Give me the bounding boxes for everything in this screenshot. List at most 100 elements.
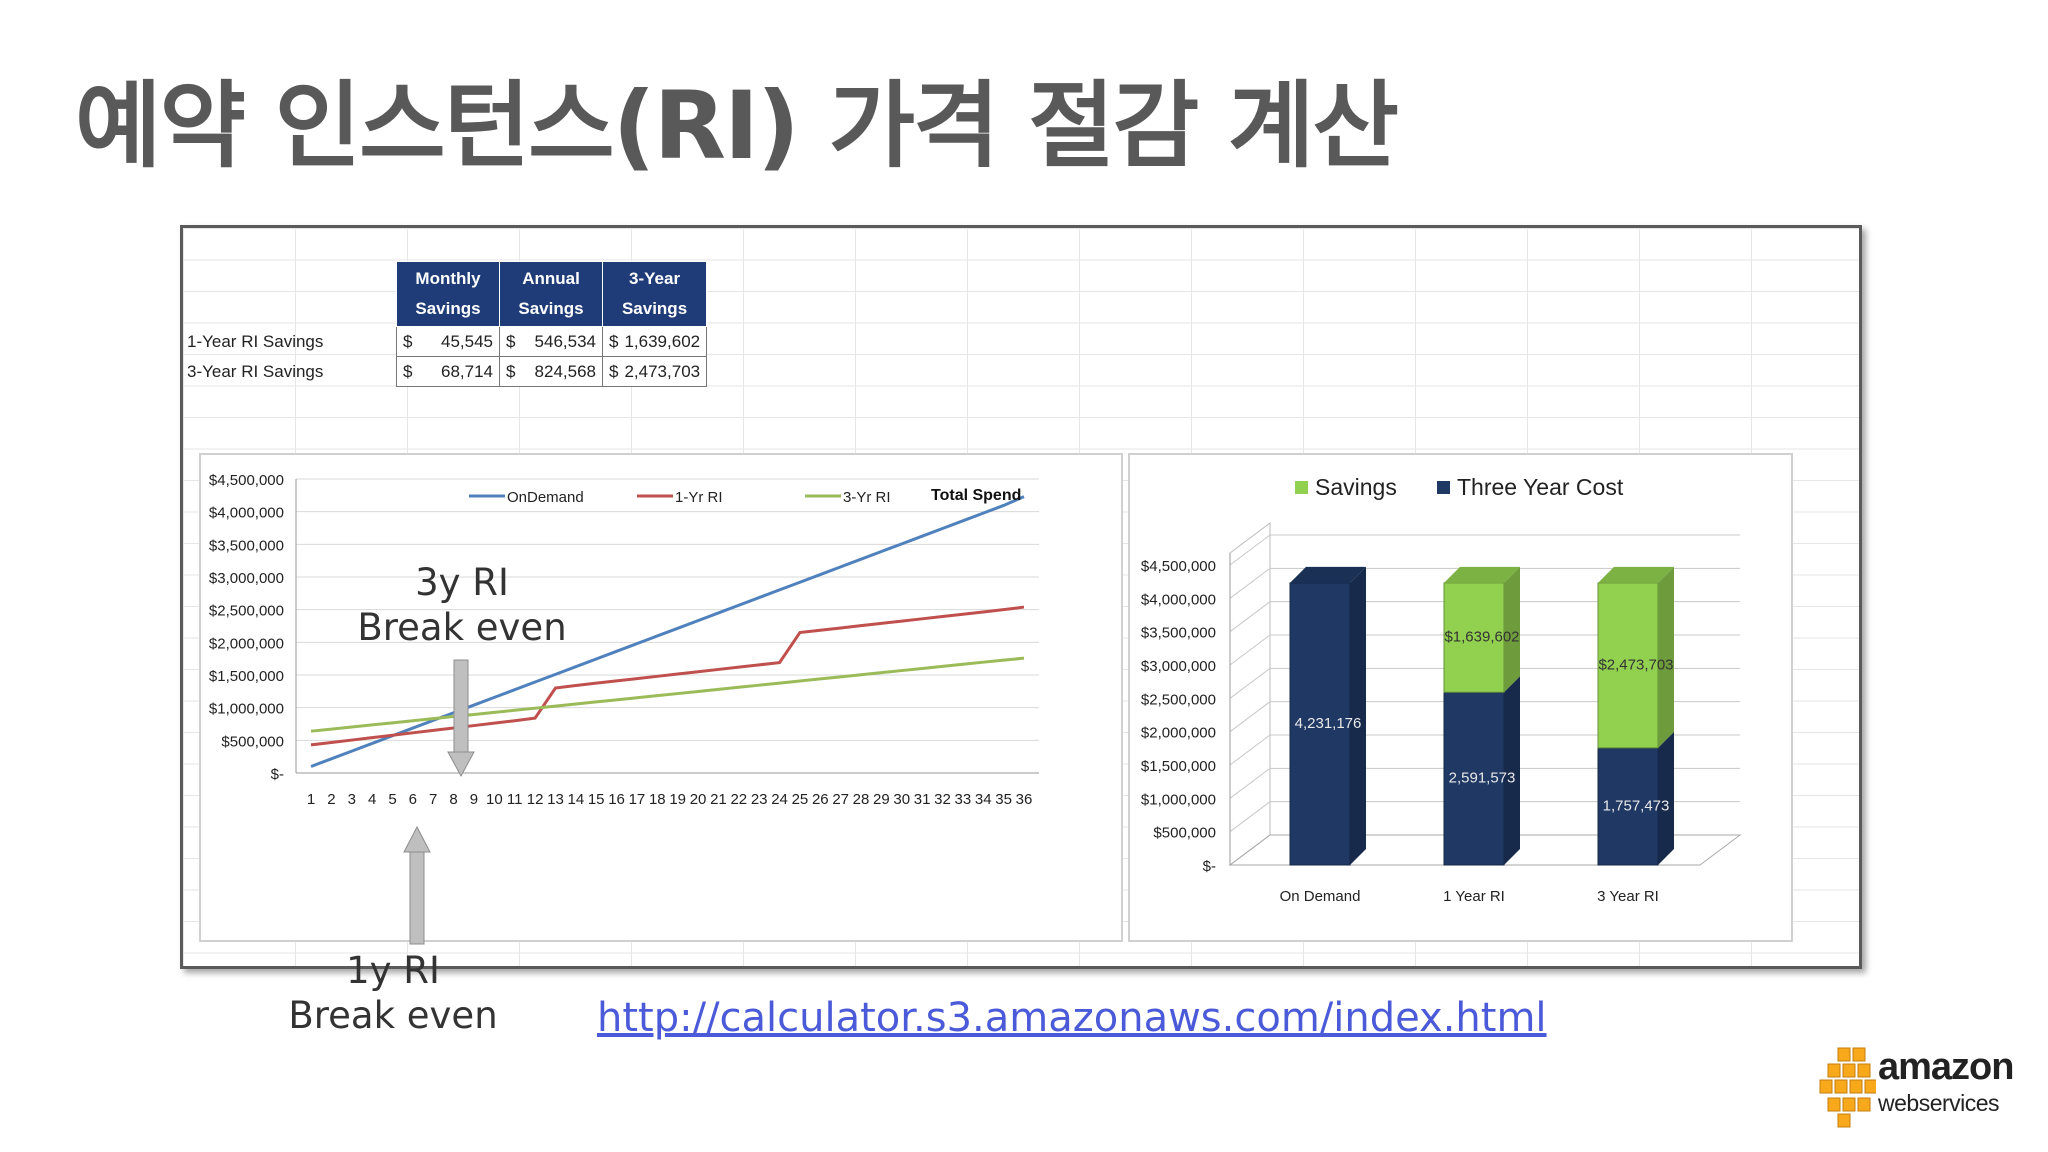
- y-tick-label: $500,000: [221, 733, 284, 750]
- legend-label: OnDemand: [507, 489, 584, 506]
- logo-cube: [1837, 1047, 1851, 1062]
- value: 546,534: [534, 331, 596, 351]
- y-tick-label: $3,500,000: [1141, 625, 1216, 642]
- x-tick-label: 29: [873, 791, 890, 808]
- x-tick-label: 25: [792, 791, 809, 808]
- annotation-3y-break-even: 3y RI Break even: [352, 560, 572, 650]
- value: 824,568: [534, 361, 596, 381]
- cell: $45,545: [396, 326, 500, 357]
- table-row: 3-Year RI Savings $68,714 $824,568 $2,47…: [183, 356, 708, 387]
- annotation-1y-line2: Break even: [288, 994, 498, 1037]
- cost-savings-bar-chart: $- $500,000 $1,000,000 $1,500,000 $2,000,000…: [1128, 453, 1793, 942]
- arrow-down-icon: [447, 659, 475, 778]
- bar-side: [1504, 566, 1520, 693]
- y-tick-label: $1,000,000: [1141, 791, 1216, 808]
- spreadsheet-screenshot: Monthly Savings Annual Savings 3-Year Savin…: [180, 225, 1862, 969]
- y-tick-label: $2,000,000: [209, 635, 284, 652]
- gridline: [1229, 667, 1740, 699]
- y-tick-label: $2,000,000: [1141, 725, 1216, 742]
- x-tick-label: 22: [730, 791, 747, 808]
- series-line: [310, 605, 1025, 747]
- floor: [1228, 834, 1742, 866]
- x-tick-label: 11: [507, 791, 523, 808]
- logo-cube: [1827, 1063, 1841, 1078]
- calculator-link[interactable]: http://calculator.s3.amazonaws.com/index…: [597, 995, 1547, 1041]
- x-tick-label: 21: [710, 791, 727, 808]
- bar-segment: [1443, 582, 1505, 693]
- header-3year-line1: 3-Year: [629, 269, 681, 288]
- x-tick-label: 18: [649, 791, 666, 808]
- bar-top: [1444, 566, 1520, 583]
- header-annual-line1: Annual: [522, 269, 580, 288]
- value: 68,714: [441, 361, 493, 381]
- x-tick-label: 32: [934, 791, 951, 808]
- bar-segment: [1289, 582, 1351, 866]
- logo-cube: [1842, 1063, 1856, 1078]
- aws-cubes-icon: [1819, 1047, 1876, 1128]
- gridline: [1229, 801, 1740, 833]
- annotation-3y-line1: 3y RI: [415, 561, 509, 604]
- value: 45,545: [441, 331, 493, 351]
- y-tick-label: $1,000,000: [209, 701, 284, 718]
- bar-side: [1504, 676, 1520, 865]
- legend-label: 1-Yr RI: [675, 489, 723, 506]
- legend-label: Savings: [1315, 474, 1397, 500]
- currency: $: [403, 331, 413, 351]
- data-label: 1,757,473: [1603, 797, 1670, 814]
- series-line: [310, 495, 1025, 768]
- gridline: [1229, 601, 1740, 633]
- gridline: [1229, 767, 1740, 799]
- y-tick-label: $-: [271, 766, 284, 783]
- aws-logo-word: amazon: [1878, 1046, 2014, 1088]
- y-tick-label: $2,500,000: [209, 603, 284, 620]
- bar-side: [1350, 566, 1366, 865]
- cell: $546,534: [499, 326, 603, 357]
- y-tick-label: $4,500,000: [209, 472, 284, 489]
- table-row: 1-Year RI Savings $45,545 $546,534 $1,63…: [183, 326, 708, 357]
- currency: $: [609, 361, 619, 381]
- x-tick-label: 15: [588, 791, 605, 808]
- line-chart-svg: $- $500,000 $1,000,000 $1,500,000 $2,000,000…: [209, 472, 1039, 808]
- gridline: [1229, 734, 1740, 766]
- bar-segment: [1443, 691, 1505, 866]
- y-tick-label: $1,500,000: [1141, 758, 1216, 775]
- cell: $824,568: [499, 356, 603, 387]
- y-tick-label: $3,000,000: [1141, 658, 1216, 675]
- table-header-row: Monthly Savings Annual Savings 3-Year Savin…: [183, 261, 708, 327]
- logo-cube: [1827, 1097, 1841, 1112]
- logo-cube: [1842, 1097, 1856, 1112]
- x-tick-label: 13: [547, 791, 564, 808]
- logo-cube: [1819, 1079, 1833, 1094]
- savings-table: Monthly Savings Annual Savings 3-Year Savin…: [183, 261, 708, 387]
- x-tick-label: 16: [608, 791, 625, 808]
- x-tick-label: 34: [975, 791, 992, 808]
- bar-chart-svg: $- $500,000 $1,000,000 $1,500,000 $2,000,000…: [1141, 474, 1742, 905]
- logo-cube: [1857, 1097, 1871, 1112]
- bar-segment: [1597, 747, 1659, 866]
- x-tick-label: On Demand: [1280, 888, 1361, 905]
- gridline: [1229, 567, 1740, 599]
- y-tick-label: $2,500,000: [1141, 691, 1216, 708]
- annotation-1y-line1: 1y RI: [346, 949, 440, 992]
- arrow-up-icon: [403, 825, 431, 945]
- y-tick-label: $3,500,000: [209, 537, 284, 554]
- x-tick-label: 24: [771, 791, 788, 808]
- x-tick-label: 31: [914, 791, 931, 808]
- row-label: 1-Year RI Savings: [187, 331, 324, 351]
- aws-logo: amazon webservices: [1818, 1046, 2018, 1130]
- x-tick-label: 5: [388, 791, 396, 808]
- total-spend-line-chart: $- $500,000 $1,000,000 $1,500,000 $2,000,000…: [199, 453, 1123, 942]
- header-monthly-line2: Savings: [415, 299, 481, 318]
- x-tick-label: 23: [751, 791, 768, 808]
- legend-swatch: [1437, 481, 1450, 494]
- x-tick-label: 27: [832, 791, 849, 808]
- cell: $2,473,703: [601, 356, 708, 387]
- x-tick-label: 1 Year RI: [1443, 888, 1505, 905]
- header-3year: 3-Year Savings: [601, 261, 708, 327]
- x-tick-label: 10: [486, 791, 503, 808]
- y-tick-label: $4,000,000: [209, 505, 284, 522]
- gridline: [1229, 701, 1740, 733]
- row-label: 3-Year RI Savings: [187, 361, 324, 381]
- legend-label: 3-Yr RI: [843, 489, 891, 506]
